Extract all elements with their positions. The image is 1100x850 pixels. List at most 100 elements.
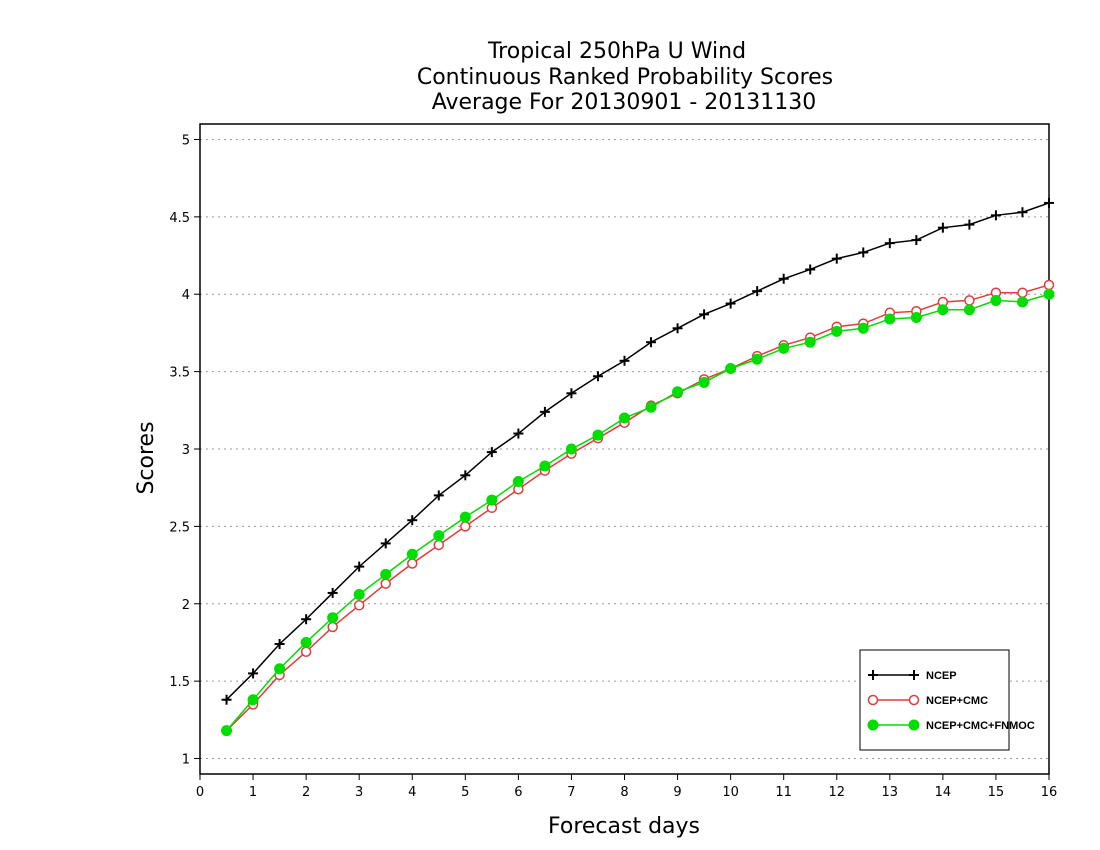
data-point-ncep-cmc-fnmoc: [778, 342, 790, 354]
data-point-ncep: [354, 561, 365, 572]
y-tick-label: 1.5: [169, 675, 190, 690]
data-point-ncep: [911, 235, 922, 246]
x-tick-label: 6: [514, 785, 522, 800]
x-tick-label: 1: [249, 785, 257, 800]
data-point-ncep-cmc-fnmoc: [910, 311, 922, 323]
data-point-ncep-cmc: [1043, 279, 1055, 291]
data-point-ncep: [1017, 207, 1028, 218]
data-point-ncep: [460, 470, 471, 481]
data-point-ncep: [407, 515, 418, 526]
y-axis-label: Scores: [134, 421, 159, 494]
y-tick-label: 5: [182, 133, 190, 148]
y-tick-label: 1: [182, 753, 190, 768]
x-tick-label: 11: [775, 785, 792, 800]
chart-title: Tropical 250hPa U Wind Continuous Ranked…: [417, 39, 833, 115]
x-tick-label: 12: [828, 785, 845, 800]
data-point-ncep-cmc-fnmoc: [645, 401, 657, 413]
y-axis: 1 1.5 2 2.5 3 3.5 4 4.5 5: [169, 133, 200, 768]
series-layer: [221, 197, 1055, 737]
x-tick-label: 16: [1041, 785, 1058, 800]
y-tick-label: 3.5: [169, 366, 190, 381]
data-point-ncep-cmc-fnmoc: [698, 376, 710, 388]
legend-marker: [867, 719, 879, 731]
series-line-ncep: [226, 202, 1050, 701]
legend-marker: [867, 694, 879, 706]
y-tick-label: 4.5: [169, 211, 190, 226]
y-tick-label: 3: [182, 443, 190, 458]
x-tick-label: 4: [408, 785, 416, 800]
data-point-ncep: [433, 490, 444, 501]
x-tick-label: 3: [355, 785, 363, 800]
data-point-ncep-cmc-fnmoc: [300, 636, 312, 648]
data-point-ncep: [486, 447, 497, 458]
x-tick-label: 15: [988, 785, 1005, 800]
data-point-ncep-cmc-fnmoc: [1043, 288, 1055, 300]
data-point-ncep-cmc-fnmoc: [619, 412, 630, 424]
x-tick-label: 13: [882, 785, 899, 800]
data-point-ncep: [858, 247, 869, 258]
data-point-ncep-cmc-fnmoc: [486, 494, 498, 506]
x-axis-label: Forecast days: [548, 814, 700, 839]
data-point-ncep: [380, 538, 391, 549]
data-point-ncep-cmc-fnmoc: [353, 588, 365, 600]
series-ncep-cmc-fnmoc: [221, 288, 1055, 737]
data-point-ncep-cmc: [380, 578, 391, 589]
data-point-ncep-cmc: [300, 646, 312, 657]
data-point-ncep-cmc-fnmoc: [406, 548, 418, 560]
data-point-ncep: [672, 323, 683, 334]
data-point-ncep-cmc-fnmoc: [725, 363, 737, 375]
data-point-ncep-cmc: [433, 539, 445, 551]
legend-label: NCEP: [926, 670, 957, 682]
data-point-ncep: [301, 614, 312, 625]
data-point-ncep-cmc-fnmoc: [565, 443, 577, 455]
legend-marker: [868, 670, 878, 680]
series-ncep: [221, 197, 1054, 705]
data-point-ncep-cmc-fnmoc: [592, 429, 604, 441]
data-point-ncep-cmc-fnmoc: [221, 725, 233, 737]
x-tick-label: 0: [196, 785, 204, 800]
data-point-ncep-cmc: [407, 558, 418, 569]
y-tick-label: 2.5: [169, 520, 190, 535]
data-point-ncep: [805, 264, 816, 275]
x-tick-label: 10: [722, 785, 739, 800]
data-point-ncep-cmc-fnmoc: [1016, 296, 1028, 308]
legend-item-ncep-cmc: NCEP+CMC: [867, 694, 988, 707]
chart-title-line-2: Continuous Ranked Probability Scores: [417, 65, 833, 90]
data-point-ncep: [327, 587, 338, 598]
data-point-ncep: [778, 273, 789, 284]
data-point-ncep-cmc-fnmoc: [539, 460, 551, 472]
legend-item-ncep: NCEP: [868, 670, 957, 682]
legend-marker: [908, 694, 920, 706]
data-point-ncep-cmc-fnmoc: [247, 694, 259, 706]
data-point-ncep-cmc-fnmoc: [751, 353, 763, 365]
data-point-ncep: [1044, 197, 1054, 208]
data-point-ncep-cmc-fnmoc: [804, 336, 816, 348]
data-point-ncep: [831, 253, 842, 264]
data-point-ncep: [274, 639, 285, 649]
x-tick-label: 8: [620, 785, 628, 800]
x-axis: 0 1 2 3 4 5 6 7 8 9 10 11 12 13 14 15 16: [196, 774, 1057, 800]
y-tick-label: 4: [182, 288, 190, 303]
legend: NCEP NCEP+CMC NCEP+CMC+FNMOC: [859, 649, 1035, 751]
data-point-ncep: [884, 238, 895, 249]
x-tick-label: 9: [673, 785, 681, 800]
data-point-ncep-cmc-fnmoc: [963, 304, 975, 316]
legend-marker: [908, 719, 920, 731]
data-point-ncep: [990, 210, 1001, 221]
data-point-ncep-cmc-fnmoc: [884, 313, 896, 325]
data-point-ncep: [752, 286, 763, 297]
data-point-ncep-cmc-fnmoc: [274, 663, 286, 675]
x-tick-label: 7: [567, 785, 575, 800]
data-point-ncep: [592, 371, 603, 382]
data-point-ncep: [619, 355, 630, 366]
legend-marker: [909, 670, 919, 680]
data-point-ncep-cmc: [353, 600, 365, 611]
data-point-ncep-cmc-fnmoc: [937, 304, 949, 316]
data-point-ncep-cmc-fnmoc: [512, 476, 524, 487]
legend-label: NCEP+CMC+FNMOC: [926, 720, 1035, 732]
chart-title-line-1: Tropical 250hPa U Wind: [487, 39, 746, 64]
data-point-ncep: [964, 219, 975, 230]
data-point-ncep: [725, 298, 736, 309]
data-point-ncep-cmc-fnmoc: [672, 386, 684, 398]
